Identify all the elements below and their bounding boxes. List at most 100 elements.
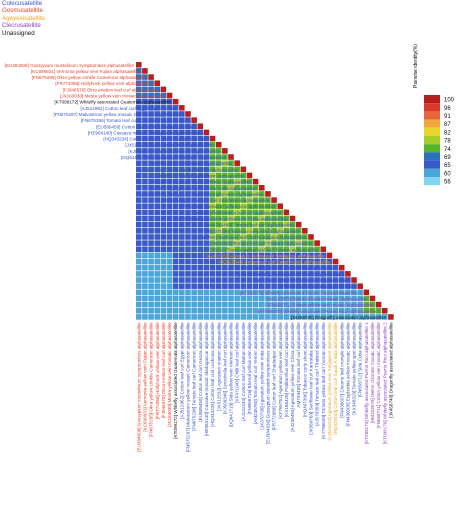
- heatmap-cell: [197, 221, 204, 228]
- heatmap-cell: [166, 240, 173, 246]
- heatmap-cell: [283, 221, 290, 228]
- heatmap-cell: [215, 228, 222, 234]
- heatmap-cell: [234, 308, 240, 314]
- heatmap-cell: [326, 295, 333, 302]
- heatmap-cell: [209, 295, 216, 302]
- heatmap-cell: [160, 295, 167, 302]
- heatmap-cell: [320, 289, 327, 296]
- row-label: [HQ326543] Cotton leaf curl Saudi Arabia…: [218, 260, 331, 265]
- heatmap-cell: [259, 314, 265, 320]
- heatmap-cell: [142, 215, 148, 222]
- heatmap-cell: [289, 215, 296, 222]
- heatmap-cell: [185, 295, 191, 302]
- heatmap-cell: [160, 178, 167, 185]
- heatmap-cell: [185, 148, 191, 154]
- heatmap-cell: [289, 221, 296, 228]
- heatmap-cell: [215, 154, 222, 160]
- heatmap-cell: [320, 252, 327, 259]
- heatmap-cell: [215, 308, 222, 314]
- legend-entry: Unassigned: [2, 29, 35, 37]
- heatmap-cell: [295, 308, 302, 314]
- heatmap-cell: [357, 301, 363, 308]
- colorbar-tick-label: 60: [444, 171, 451, 177]
- heatmap-cell: [142, 240, 148, 246]
- heatmap-cell: [185, 308, 191, 314]
- heatmap-cell: [154, 289, 160, 296]
- heatmap-cell: [166, 283, 173, 289]
- heatmap-cell: [166, 314, 173, 320]
- row-label: [AJ132344] Cotton leaf curl Multan alpha…: [140, 167, 239, 172]
- heatmap-cell: [172, 129, 179, 136]
- heatmap-cell: [215, 246, 222, 253]
- heatmap-cell: [136, 308, 142, 314]
- heatmap-cell: [142, 283, 148, 289]
- heatmap-cell: [203, 283, 210, 289]
- heatmap-cell: [136, 166, 142, 173]
- heatmap-cell: [142, 252, 148, 259]
- column-label: [FN658712] Sida Cuba alphasatellite: [358, 322, 363, 397]
- column-label: [AJ512962] Cotton leaf curl Egypt alphas…: [179, 322, 184, 419]
- heatmap-cell: [246, 240, 253, 246]
- heatmap-cell: [326, 264, 333, 271]
- heatmap-cell: [203, 209, 210, 216]
- row-label: [AJ512962] Cotton leaf curl Egypt alphas…: [81, 106, 178, 111]
- row-label: [KY796649] Tomato yellow leaf curl Yunna…: [202, 247, 319, 252]
- heatmap-cell: [148, 80, 154, 86]
- heatmap-cell: [166, 148, 173, 154]
- heatmap-cell: [197, 191, 204, 197]
- heatmap-cell: [215, 203, 222, 209]
- heatmap-cell: [209, 252, 216, 259]
- row-label: [KT099170] Whitefly associated Puerto Ri…: [258, 309, 380, 314]
- heatmap-cell: [209, 246, 216, 253]
- heatmap-cell: [154, 215, 160, 222]
- heatmap-cell: [215, 277, 222, 283]
- column-label: [FN675297] Malvastrum yellow mosaic Came…: [186, 322, 191, 452]
- heatmap-cell: [160, 258, 167, 265]
- heatmap-cell: [246, 221, 253, 228]
- heatmap-cell: [252, 178, 259, 185]
- column-label: [EU384630] Gossypium darwinii symptomles…: [265, 322, 270, 444]
- heatmap-cell: [252, 203, 259, 209]
- heatmap-cell: [265, 203, 271, 209]
- heatmap-cell: [142, 258, 148, 265]
- heatmap-cell: [215, 160, 222, 166]
- heatmap-cell: [136, 234, 142, 240]
- heatmap-cell: [320, 308, 327, 314]
- heatmap-cell: [209, 314, 216, 320]
- heatmap-cell: [166, 228, 173, 234]
- column-label: [EU589450] Cotton leaf curl Gezira alpha…: [198, 322, 203, 422]
- heatmap-cell: [289, 240, 296, 246]
- colorbar-swatch: [424, 136, 440, 145]
- heatmap-cell: [246, 271, 253, 277]
- heatmap-cell: [136, 123, 142, 130]
- heatmap-cell: [215, 191, 222, 197]
- heatmap-cell: [338, 283, 345, 289]
- heatmap-cell: [314, 314, 320, 320]
- heatmap-cell: [160, 277, 167, 283]
- heatmap-cell: [277, 228, 283, 234]
- heatmap-cell: [191, 154, 197, 160]
- heatmap-cell: [283, 252, 290, 259]
- heatmap-cell: [142, 160, 148, 166]
- heatmap-cell: [345, 314, 351, 320]
- heatmap-cell: [154, 209, 160, 216]
- heatmap-cell: [154, 160, 160, 166]
- heatmap-cell: [308, 258, 314, 265]
- heatmap-cell: [209, 234, 216, 240]
- heatmap-cell: [265, 277, 271, 283]
- heatmap-cell: [234, 209, 240, 216]
- heatmap-cell: [308, 301, 314, 308]
- heatmap-cell: [271, 197, 277, 203]
- heatmap-cell: [215, 240, 222, 246]
- heatmap-cell: [265, 295, 271, 302]
- heatmap-cell: [234, 221, 240, 228]
- heatmap-cell: [191, 117, 197, 123]
- heatmap-cell: [259, 289, 265, 296]
- heatmap-cell: [222, 221, 228, 228]
- heatmap-cell: [185, 111, 191, 117]
- heatmap-cell: [172, 178, 179, 185]
- heatmap-cell: [136, 148, 142, 154]
- heatmap-cell: [203, 258, 210, 265]
- heatmap-cell: [197, 308, 204, 314]
- heatmap-cell: [222, 203, 228, 209]
